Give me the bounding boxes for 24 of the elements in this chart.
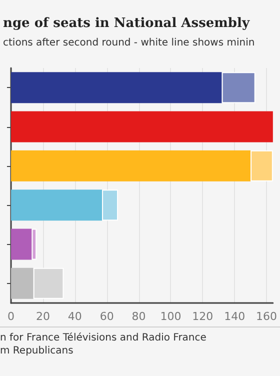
x-tick-label: 140 [224,310,246,323]
chart-title: nge of seats in National Assembly [3,16,250,31]
x-tick-label: 20 [36,310,50,323]
x-tick-label: 160 [256,310,278,323]
bar [250,150,273,182]
x-tick-label: 0 [8,310,14,323]
chart-subtitle: ctions after second round - white line shows minin [3,38,255,48]
bar [32,228,37,260]
bar [11,268,34,299]
x-tick-label: 100 [160,310,182,323]
x-tick-label: 80 [132,310,146,323]
x-tick-label: 40 [68,310,82,323]
text: n for France Télévisions and Radio France [0,332,206,344]
bar [11,150,251,182]
bar [222,72,256,104]
text: m Republicans [0,346,74,356]
bar [11,190,102,221]
bar [11,111,273,142]
bar [33,268,64,299]
bar [11,72,222,104]
bar [102,190,118,221]
x-tick-label: 120 [192,310,214,323]
x-tick-label: 60 [100,310,114,323]
bar [11,228,32,260]
